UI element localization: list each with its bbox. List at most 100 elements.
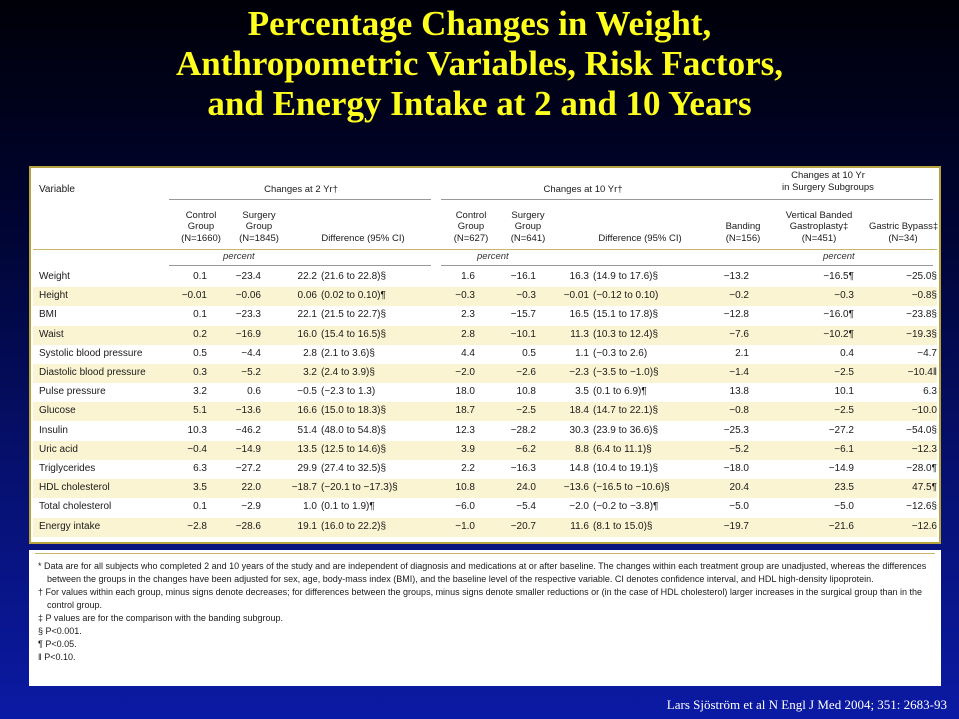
cell-c10: −0.3 — [455, 290, 475, 302]
cell-s2: −23.3 — [235, 309, 261, 321]
column-header-line: Gastric Bypass‡ — [869, 221, 939, 232]
column-header-line: (N=156) — [725, 232, 761, 244]
cell-d10: 14.8 — [569, 463, 589, 474]
cell-ci2: (2.1 to 3.6)§ — [321, 347, 375, 359]
cell-c2: 10.3 — [187, 424, 207, 436]
cell-d2: 0.06 — [297, 290, 317, 302]
cell-ci10: (23.9 to 36.6)§ — [593, 424, 659, 436]
cell-band: 2.1 — [735, 347, 749, 359]
cell-c10: 2.3 — [461, 309, 475, 321]
row-label: Height — [39, 290, 68, 302]
cell-ci2: (2.4 to 3.9)§ — [321, 367, 375, 378]
cell-gb: −10.0 — [911, 405, 937, 417]
row-label: HDL cholesterol — [39, 482, 110, 494]
table-row — [33, 460, 937, 479]
table-row — [33, 268, 937, 287]
cell-d2: 16.0 — [297, 328, 317, 340]
table-row — [33, 325, 937, 345]
cell-d2: 19.1 — [297, 520, 317, 532]
footnotes-list: * Data are for all subjects who complete… — [38, 560, 933, 664]
unit-label-2yr: percent — [223, 251, 255, 262]
cell-s10: 24.0 — [516, 482, 536, 494]
footnotes-panel: * Data are for all subjects who complete… — [29, 550, 941, 686]
cell-ci2: (16.0 to 22.2)§ — [321, 520, 387, 532]
cell-d10: 11.6 — [570, 520, 589, 532]
cell-d2: −0.5 — [297, 386, 317, 398]
header-subgroups: Changes at 10 Yr in Surgery Subgroups — [723, 170, 933, 193]
cell-c2: 0.1 — [193, 501, 207, 513]
column-header-line: Vertical Banded — [785, 209, 853, 221]
unit-rule-2yr — [169, 265, 431, 266]
cell-c10: −1.0 — [455, 520, 475, 532]
cell-vbg: −14.9 — [828, 463, 854, 474]
cell-s10: −15.7 — [510, 309, 536, 321]
cell-band: −1.4 — [729, 367, 749, 378]
cell-d10: 30.3 — [569, 424, 589, 436]
column-header-surgery-10yr: Surgery Group (N=641) — [499, 210, 557, 245]
cell-vbg: −21.6 — [828, 520, 854, 532]
cell-s2: −27.2 — [235, 463, 261, 474]
cell-s2: −0.06 — [235, 290, 261, 302]
cell-c2: 0.1 — [193, 271, 207, 282]
unit-label-sub: percent — [823, 251, 855, 262]
footnote-2: ‡ P values are for the comparison with t… — [38, 613, 283, 623]
header-2yr-rule — [169, 199, 431, 200]
cell-ci2: (15.0 to 18.3)§ — [321, 405, 387, 417]
cell-vbg: −0.3 — [834, 290, 854, 302]
cell-gb: −19.3§ — [906, 328, 937, 340]
cell-band: −5.2 — [729, 443, 749, 455]
cell-s2: −46.2 — [235, 424, 261, 436]
table-row — [33, 402, 937, 422]
cell-band: −0.8 — [729, 405, 749, 417]
row-label: Total cholesterol — [39, 501, 112, 513]
cell-c10: 2.2 — [461, 463, 475, 474]
column-header-line: Surgery — [242, 209, 276, 221]
cell-ci10: (15.1 to 17.8)§ — [593, 309, 659, 321]
cell-gb: −28.0¶ — [906, 463, 937, 474]
cell-vbg: 0.4 — [840, 347, 854, 359]
table-row — [33, 345, 937, 364]
column-header-banding: Banding (N=156) — [717, 221, 769, 244]
cell-band: 13.8 — [729, 386, 749, 398]
cell-vbg: −16.0¶ — [823, 309, 854, 321]
results-table: Variable Changes at 2 Yr† Changes at 10 … — [29, 166, 941, 544]
cell-s10: −6.2 — [516, 443, 536, 455]
cell-d2: 22.1 — [297, 309, 317, 321]
cell-s2: −14.9 — [235, 443, 261, 455]
cell-s2: −28.6 — [235, 520, 261, 532]
footnote-0: * Data are for all subjects who complete… — [38, 561, 927, 584]
cell-d10: 1.1 — [575, 347, 589, 359]
cell-ci2: (−2.3 to 1.3) — [321, 386, 376, 398]
cell-vbg: −6.1 — [834, 443, 854, 455]
header-10yr: Changes at 10 Yr† — [543, 184, 623, 195]
cell-c10: 18.0 — [455, 386, 475, 398]
row-label: BMI — [39, 309, 57, 321]
cell-ci2: (0.1 to 1.9)¶ — [321, 501, 375, 513]
cell-gb: −12.6§ — [906, 501, 937, 513]
cell-band: −0.2 — [729, 290, 749, 302]
header-subgroups-line1: Changes at 10 Yr — [791, 170, 865, 181]
cell-ci10: (−0.12 to 0.10) — [593, 290, 659, 302]
column-header-line: (N=1660) — [181, 232, 221, 244]
column-header-surgery-2yr: Surgery Group (N=1845) — [229, 210, 289, 245]
cell-ci2: (21.5 to 22.7)§ — [321, 309, 387, 321]
cell-ci2: (15.4 to 16.5)§ — [321, 328, 387, 340]
cell-ci2: (0.02 to 0.10)¶ — [321, 290, 386, 302]
cell-s2: −2.9 — [241, 501, 261, 513]
title-line-2: Anthropometric Variables, Risk Factors, — [176, 44, 783, 83]
cell-vbg: −10.2¶ — [823, 328, 854, 340]
cell-gb: −0.8§ — [911, 290, 937, 302]
cell-gb: −12.3 — [911, 443, 937, 455]
header-subgroups-line2: in Surgery Subgroups — [782, 181, 874, 193]
cell-ci10: (0.1 to 6.9)¶ — [593, 386, 647, 398]
column-header-line: Difference (95% CI) — [321, 232, 405, 244]
cell-c10: 10.8 — [455, 482, 475, 494]
table-row — [33, 383, 937, 402]
cell-vbg: −5.0 — [834, 501, 854, 513]
header-10yr-rule — [441, 199, 721, 200]
column-header-line: (N=34) — [888, 232, 918, 244]
cell-d10: −2.3 — [569, 367, 589, 378]
title-line-3: and Energy Intake at 2 and 10 Years — [207, 84, 752, 123]
column-header-line: (N=627) — [453, 232, 489, 244]
title-line-1: Percentage Changes in Weight, — [247, 4, 712, 43]
